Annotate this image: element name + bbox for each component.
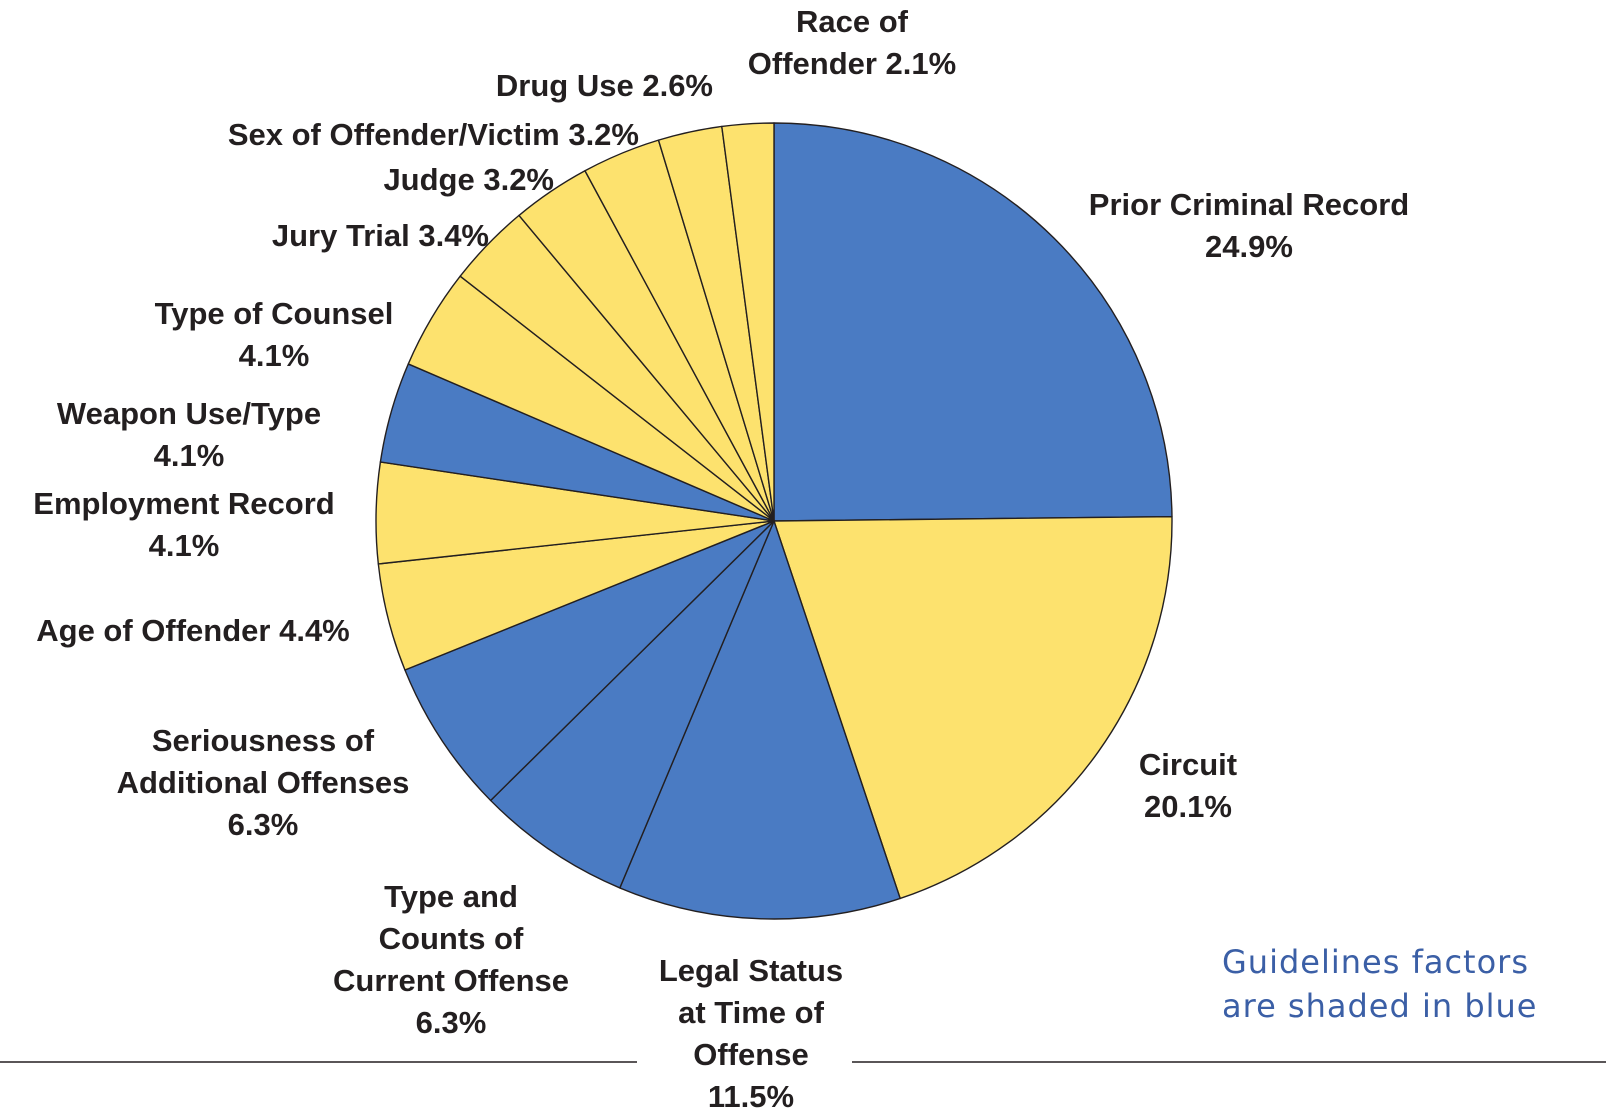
slice-label: Weapon Use/Type 4.1% [57,396,321,473]
slice-label: Jury Trial 3.4% [272,218,489,253]
slice-label-line: 6.3% [416,1005,487,1040]
slice-label-line: 6.3% [228,807,299,842]
slice-label-line: Drug Use 2.6% [496,68,713,103]
slice-label: Employment Record 4.1% [33,486,334,563]
slice-label-line: 4.1% [154,438,225,473]
slice-label-line: 11.5% [708,1079,794,1110]
guidelines-note-line: Guidelines factors [1222,943,1529,981]
slice-label-line: Age of Offender 4.4% [36,613,350,648]
slice-label-line: 4.1% [149,528,220,563]
slice-label: Type of Counsel 4.1% [155,296,394,373]
pie-slice [404,520,775,802]
pie-slices [375,122,1173,920]
slice-label-line: Employment Record [33,486,334,521]
slice-label-line: Seriousness of [152,723,375,758]
slice-label: Drug Use 2.6% [496,68,713,103]
slice-label-line: Counts of [379,921,524,956]
pie-slice [773,515,1173,900]
pie-slice [773,122,1173,522]
slice-label-line: Judge 3.2% [383,162,554,197]
slice-label-line: 20.1% [1144,789,1232,824]
slice-label: Sex of Offender/Victim 3.2% [228,117,639,152]
slice-label-line: Offender 2.1% [748,46,956,81]
slice-label-line: 24.9% [1205,229,1293,264]
slice-label: Age of Offender 4.4% [36,613,350,648]
pie-slice [619,520,901,920]
slice-label-line: Race of [796,4,909,39]
pie-slice [721,122,775,522]
slice-label-line: Jury Trial 3.4% [272,218,489,253]
slice-label-line: Type of Counsel [155,296,394,331]
slice-label-line: Additional Offenses [117,765,410,800]
slice-label-line: Prior Criminal Record [1089,187,1409,222]
slice-label-line: at Time of [678,995,825,1030]
slice-label: Circuit 20.1% [1139,747,1237,824]
slice-label: Legal Status at Time of Offense 11.5% [659,953,843,1110]
slice-label: Race of Offender 2.1% [748,4,956,81]
slice-label: Judge 3.2% [383,162,554,197]
slice-label-line: Weapon Use/Type [57,396,321,431]
slice-label: Type and Counts of Current Offense 6.3% [333,879,569,1040]
slice-label-line: Offense [693,1037,808,1072]
slice-label-line: Circuit [1139,747,1237,782]
slice-label-line: Current Offense [333,963,569,998]
slice-label-line: Legal Status [659,953,843,988]
pie-slice [489,520,775,889]
slice-label-line: Type and [384,879,518,914]
slice-label-line: Sex of Offender/Victim 3.2% [228,117,639,152]
slice-label-line: 4.1% [239,338,310,373]
pie-labels: Prior Criminal Record 24.9% Circuit 20.1% Le… [33,4,1409,1110]
slice-label: Seriousness of Additional Offenses 6.3% [117,723,410,842]
slice-label: Prior Criminal Record 24.9% [1089,187,1409,264]
guidelines-note: Guidelines factors are shaded in blue [1222,940,1606,1028]
guidelines-note-line: are shaded in blue [1222,987,1538,1025]
